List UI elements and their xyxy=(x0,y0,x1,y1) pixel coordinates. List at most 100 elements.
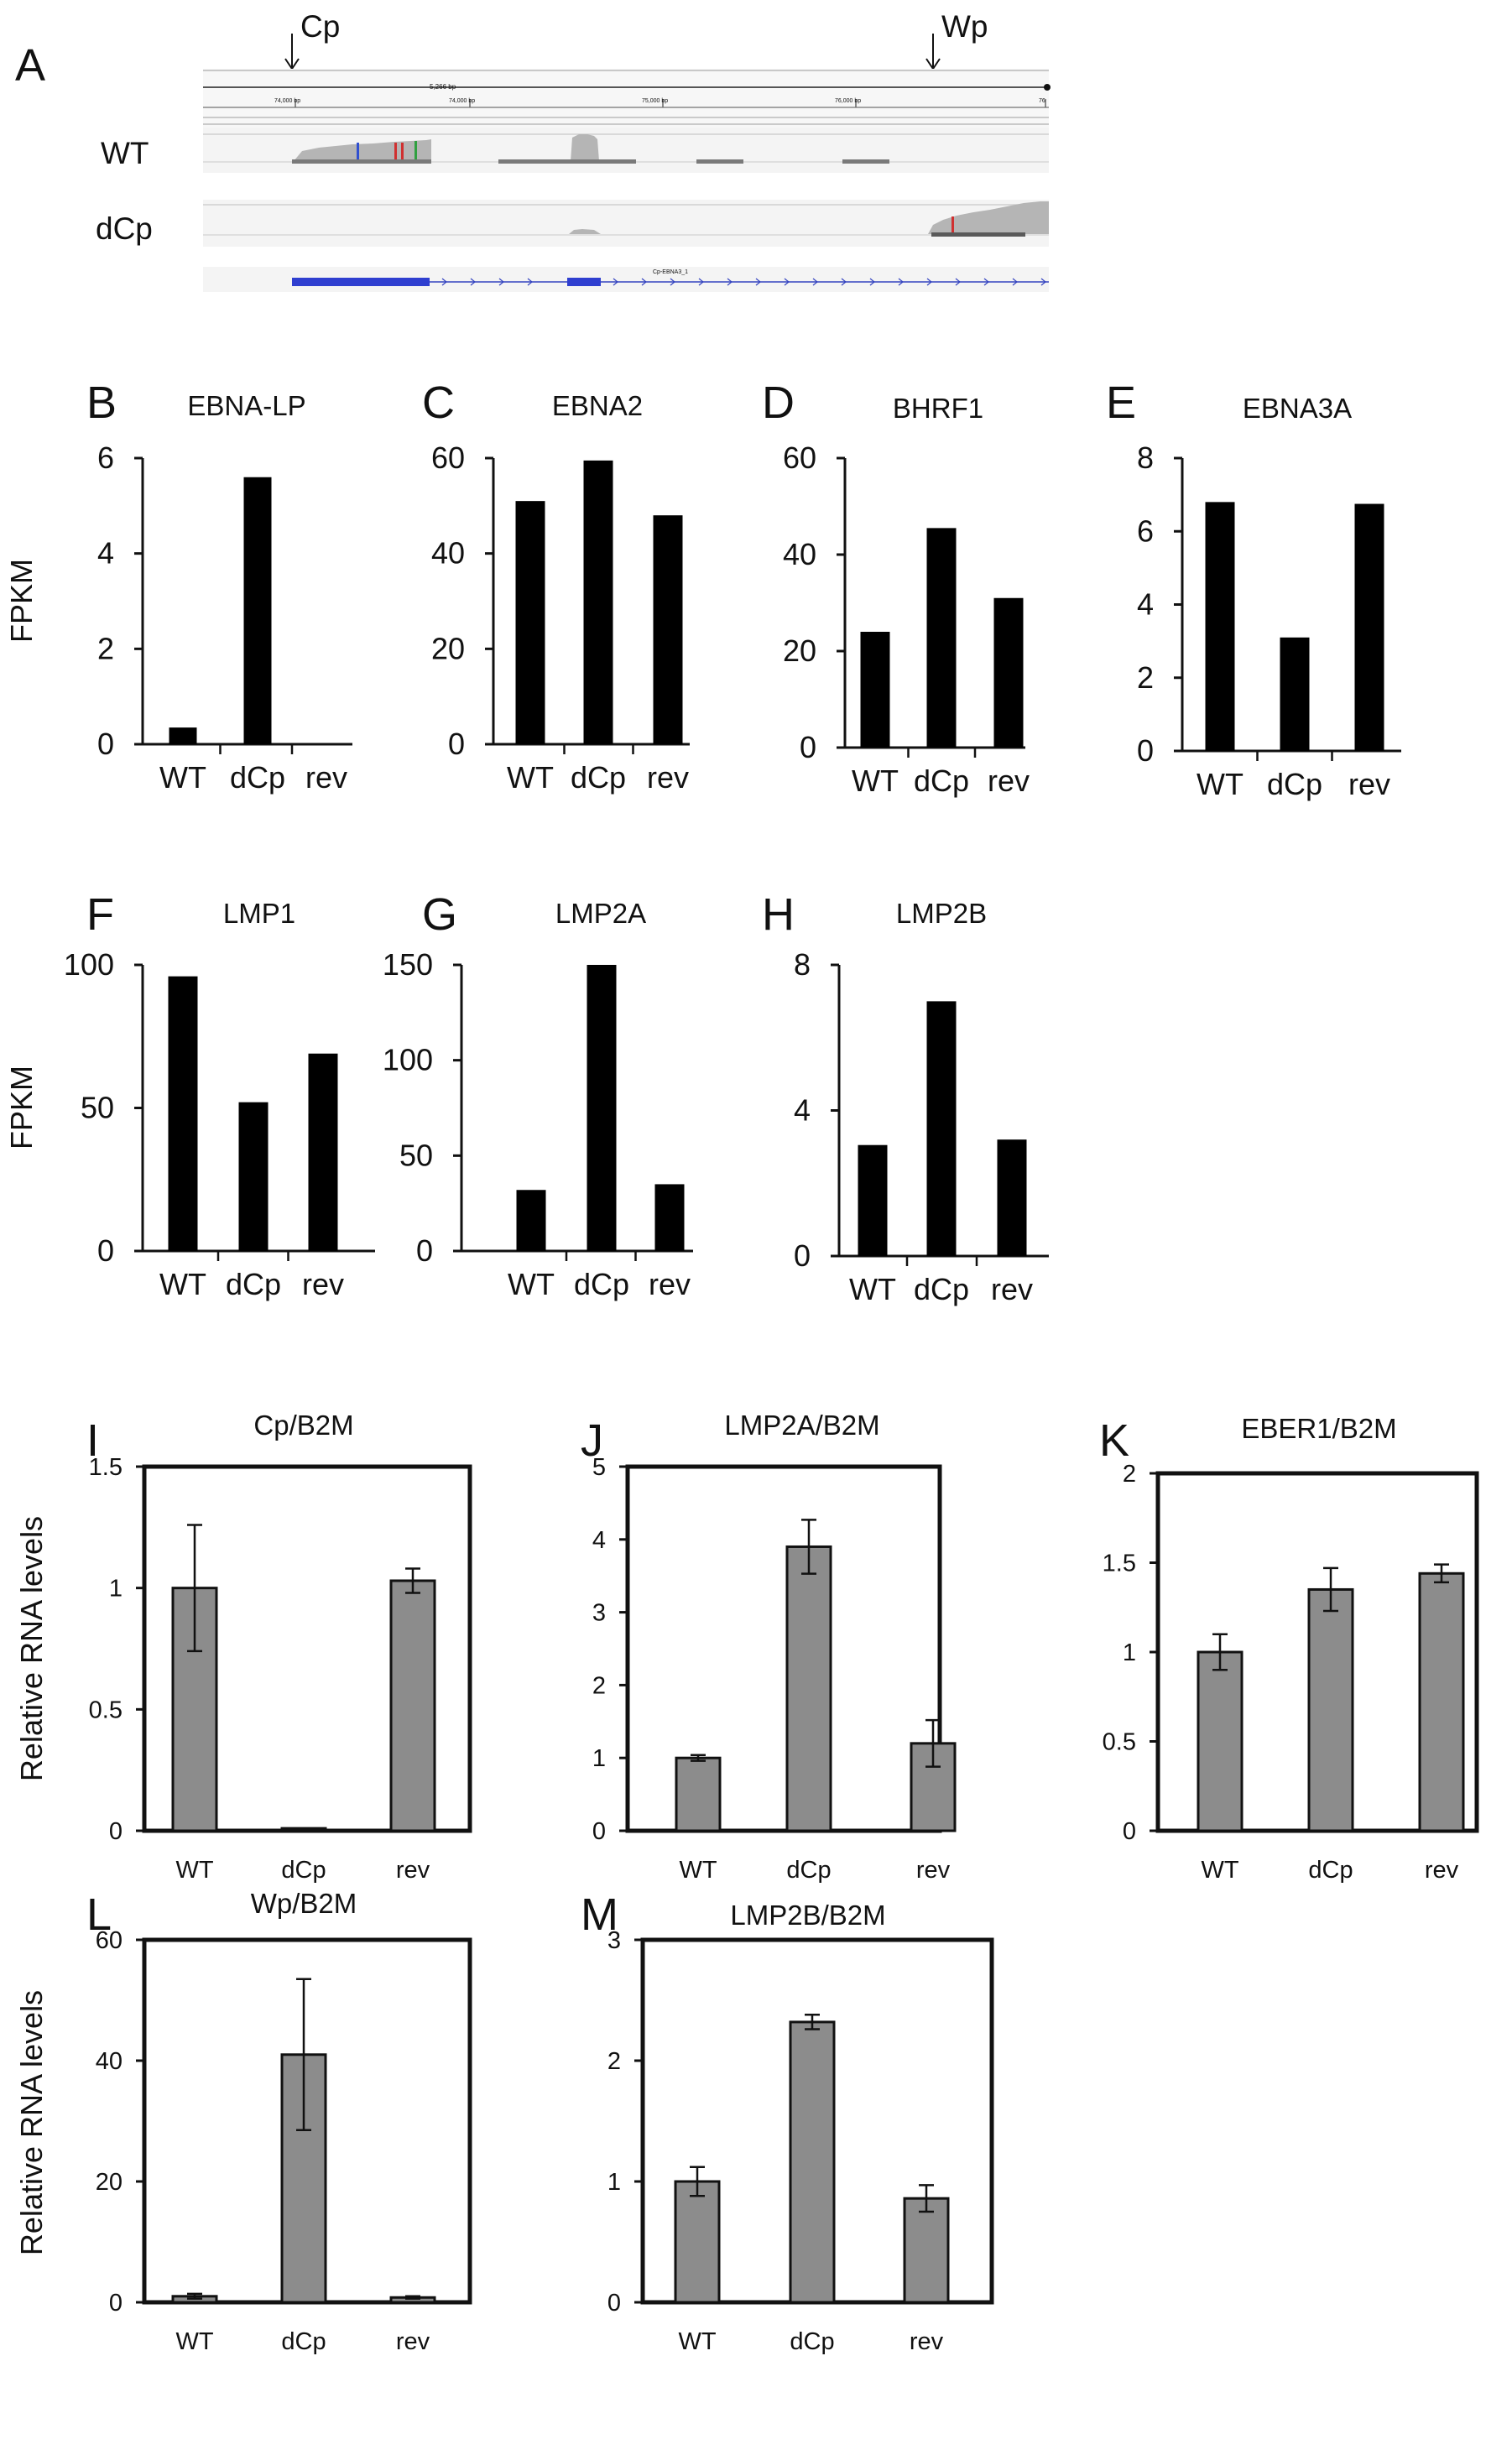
x-tick-label-b: WT xyxy=(159,760,206,795)
wt-snp-red-2 xyxy=(401,143,404,161)
promoter-marker-cp: Cp xyxy=(284,9,340,70)
bar-j-dcp xyxy=(785,1545,832,1832)
x-tick-label-g: WT xyxy=(508,1267,555,1301)
chart-title-b: EBNA-LP xyxy=(187,390,305,421)
y-tick-label-g: 0 xyxy=(416,1233,433,1268)
dcp-coverage-wp xyxy=(928,201,1049,234)
chevron-mark xyxy=(470,278,476,286)
x-tick-label-g: rev xyxy=(649,1267,691,1301)
ruler-end-dot xyxy=(1044,84,1051,91)
bar-e-dcp xyxy=(1280,637,1310,751)
track-label-wt: WT xyxy=(101,136,149,170)
x-tick-label-f: WT xyxy=(159,1267,206,1301)
x-tick-label-h: dCp xyxy=(914,1272,969,1306)
chart-title-g: LMP2A xyxy=(555,898,646,929)
cp-label: Cp xyxy=(300,9,340,44)
bar-j-wt xyxy=(675,1756,722,1832)
bar-g-wt xyxy=(516,1190,546,1251)
y-axis-label-l: Relative RNA levels xyxy=(14,1990,49,2255)
x-tick-label-b: dCp xyxy=(230,760,285,795)
chart-title-m: LMP2B/B2M xyxy=(730,1900,885,1931)
bar-c-wt xyxy=(515,501,545,744)
chevron-mark xyxy=(869,278,875,286)
x-tick-label-l: dCp xyxy=(281,2328,326,2355)
panel-letter-g: G xyxy=(422,889,457,940)
x-tick-label-h: rev xyxy=(991,1272,1033,1306)
chart-title-e: EBNA3A xyxy=(1243,393,1352,424)
y-tick-label-h: 0 xyxy=(794,1238,811,1273)
bar-k-rev xyxy=(1418,1572,1465,1832)
x-tick-label-d: WT xyxy=(852,764,899,798)
y-tick-label-i: 1 xyxy=(109,1576,123,1603)
chevron-mark xyxy=(926,278,932,286)
bar-m-rev xyxy=(903,2197,950,2304)
x-tick-label-i: rev xyxy=(396,1857,430,1884)
chart-g: G LMP2A 0 50 100 150 WT dCp rev xyxy=(383,889,693,1301)
chart-e: E EBNA3A 0 2 4 6 8 WT dCp rev xyxy=(1106,378,1401,801)
y-tick-label-b: 4 xyxy=(97,536,114,571)
chart-k: K EBER1/B2M 0 0.5 1 1.5 2 WT dCp rev xyxy=(1099,1413,1479,1884)
bar-d-wt xyxy=(860,632,890,748)
bar-h-wt xyxy=(858,1144,888,1256)
y-tick-label-k: 0.5 xyxy=(1103,1729,1136,1756)
chart-l: L Wp/B2M 0 20 40 60 WT dCp rev Relative RNA level… xyxy=(14,1888,472,2355)
x-tick-label-j: WT xyxy=(679,1857,717,1884)
chevron-mark xyxy=(641,278,647,286)
chevron-mark xyxy=(698,278,704,286)
y-tick-label-c: 20 xyxy=(431,631,465,665)
chevron-mark xyxy=(812,278,818,286)
ruler-label-3: 75,000 bp xyxy=(642,98,668,104)
dcp-track-background xyxy=(203,200,1049,247)
x-tick-label-k: WT xyxy=(1201,1857,1238,1884)
x-tick-label-m: WT xyxy=(678,2328,716,2355)
x-tick-label-b: rev xyxy=(305,760,347,795)
chevron-mark xyxy=(841,278,847,286)
x-tick-label-m: rev xyxy=(910,2328,944,2355)
dcp-read-block xyxy=(931,232,1025,237)
panel-letter-e: E xyxy=(1106,378,1136,428)
panel-letter-b: B xyxy=(86,378,117,428)
chevron-mark xyxy=(1012,278,1018,286)
chevron-mark xyxy=(441,278,447,286)
x-tick-label-h: WT xyxy=(849,1272,896,1306)
panel-letter-h: H xyxy=(762,889,795,940)
y-axis-label-i: Relative RNA levels xyxy=(14,1516,49,1781)
y-tick-label-e: 8 xyxy=(1137,440,1154,475)
bar-b-dcp xyxy=(243,477,272,744)
y-tick-label-h: 4 xyxy=(794,1093,811,1128)
wt-read-block-3 xyxy=(696,159,743,164)
ruler-label-1: 74,000 bp xyxy=(274,98,300,104)
x-tick-label-c: rev xyxy=(647,760,689,795)
ruler-label-4: 76,000 bp xyxy=(835,98,861,104)
x-tick-label-e: rev xyxy=(1348,767,1390,801)
gene-strand-chevrons xyxy=(441,278,1046,286)
bar-g-dcp xyxy=(587,965,617,1251)
panel-letter-f: F xyxy=(86,889,114,940)
bar-i-rev xyxy=(389,1579,436,1832)
chevron-mark xyxy=(983,278,989,286)
y-tick-label-j: 5 xyxy=(592,1454,606,1481)
y-tick-label-b: 6 xyxy=(97,440,114,475)
chart-h: H LMP2B 0 4 8 WT dCp rev xyxy=(762,889,1049,1306)
chart-m: M LMP2B/B2M 0 1 2 3 WT dCp rev xyxy=(581,1889,994,2355)
x-tick-label-j: dCp xyxy=(786,1857,831,1884)
wt-snp-blue xyxy=(357,143,359,161)
x-tick-label-f: rev xyxy=(302,1267,344,1301)
y-tick-label-l: 0 xyxy=(109,2290,123,2317)
panel-letter-m: M xyxy=(581,1889,618,1940)
chart-title-f: LMP1 xyxy=(223,898,295,929)
chevron-mark xyxy=(613,278,618,286)
panel-letter-d: D xyxy=(762,378,795,428)
y-tick-label-h: 8 xyxy=(794,947,811,982)
bar-g-rev xyxy=(654,1184,685,1251)
wt-snp-red xyxy=(394,143,397,161)
dcp-coverage-exon xyxy=(569,229,601,234)
y-tick-label-i: 0 xyxy=(109,1818,123,1845)
wt-coverage-exon xyxy=(571,134,599,161)
x-tick-label-k: rev xyxy=(1425,1857,1459,1884)
y-tick-label-m: 3 xyxy=(607,1927,621,1954)
y-tick-label-k: 2 xyxy=(1123,1461,1136,1488)
dcp-snp-red xyxy=(952,216,954,235)
y-tick-label-e: 2 xyxy=(1137,660,1154,695)
chart-title-d: BHRF1 xyxy=(893,393,983,424)
